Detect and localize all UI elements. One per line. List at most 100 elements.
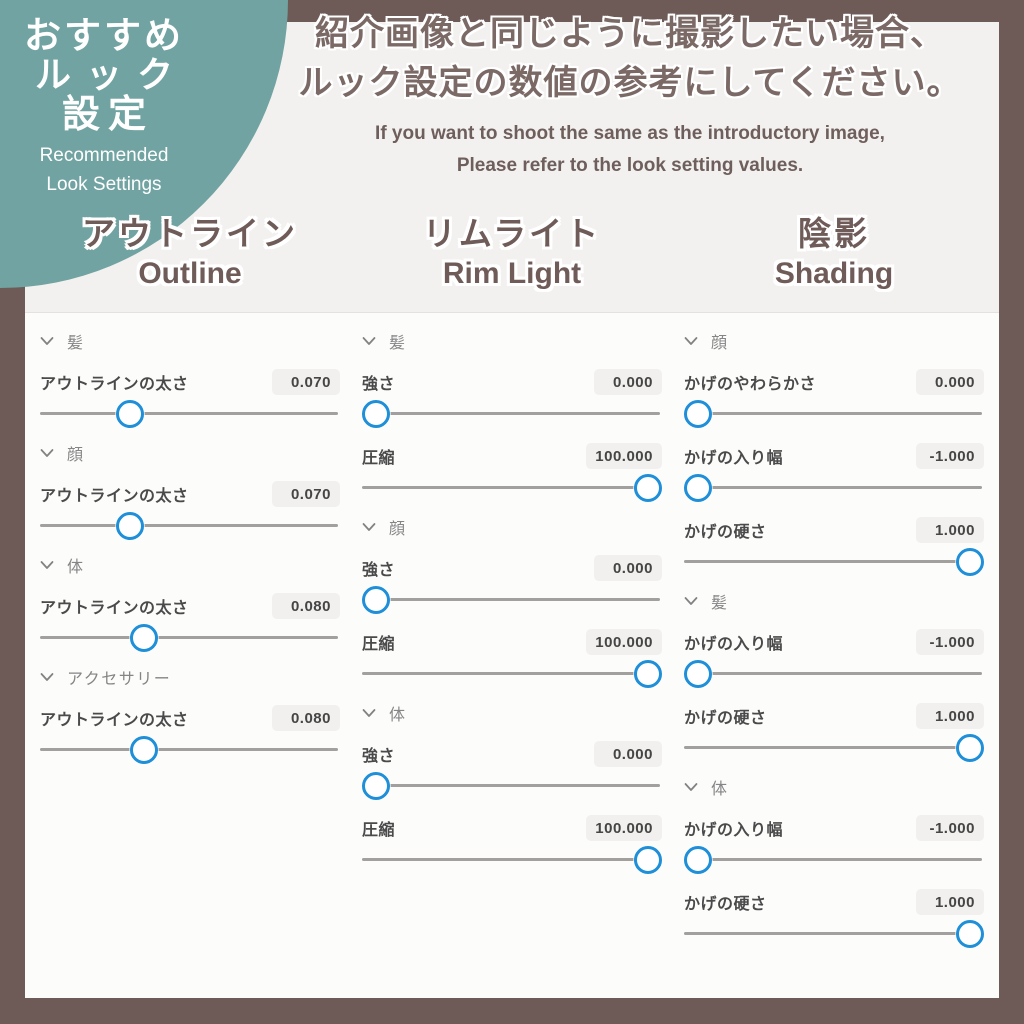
parameter-block: かげの硬さ 1.000 (684, 703, 984, 762)
parameter-value[interactable]: -1.000 (916, 443, 984, 469)
slider[interactable] (40, 511, 340, 540)
section-title: アクセサリー (67, 671, 172, 688)
slider[interactable] (684, 919, 984, 948)
slider[interactable] (362, 771, 662, 800)
parameter-value[interactable]: 1.000 (916, 703, 984, 729)
slider-handle[interactable] (956, 547, 984, 576)
slider[interactable] (362, 585, 662, 614)
slider-track[interactable] (684, 858, 982, 861)
slider-handle[interactable] (362, 771, 390, 800)
section-header[interactable]: 体 (684, 775, 984, 799)
slider-track[interactable] (684, 672, 982, 675)
slider-handle[interactable] (116, 511, 145, 540)
parameter-value[interactable]: 0.000 (594, 555, 662, 581)
slider-handle[interactable] (684, 659, 712, 688)
parameter-value[interactable]: -1.000 (916, 815, 984, 841)
slider-handle[interactable] (362, 585, 390, 614)
slider-track[interactable] (684, 486, 982, 489)
slider-handle[interactable] (684, 473, 712, 502)
slider-handle[interactable] (956, 919, 984, 948)
parameter-block: 圧縮 100.000 (362, 443, 662, 502)
slider[interactable] (684, 547, 984, 576)
section-title: 顔 (67, 447, 85, 464)
slider-track[interactable] (684, 932, 982, 935)
slider-track[interactable] (362, 412, 660, 415)
section-header[interactable]: 髪 (684, 589, 984, 613)
parameter-label: アウトラインの太さ (40, 712, 189, 729)
slider[interactable] (684, 733, 984, 762)
settings-panel: 髪 アウトラインの太さ 0.070 顔 アウトラインの太さ 0.070 (25, 312, 999, 998)
slider[interactable] (362, 845, 662, 874)
settings-section: アクセサリー アウトラインの太さ 0.080 (40, 665, 340, 764)
parameter-value[interactable]: -1.000 (916, 629, 984, 655)
slider-track[interactable] (684, 560, 982, 563)
slider[interactable] (40, 735, 340, 764)
slider[interactable] (40, 399, 340, 428)
parameter-label: アウトラインの太さ (40, 488, 189, 505)
header-en-line-1: If you want to shoot the same as the int… (375, 122, 885, 144)
slider-track[interactable] (40, 412, 338, 415)
parameter-value[interactable]: 0.000 (594, 741, 662, 767)
slider[interactable] (684, 659, 984, 688)
slider[interactable] (362, 399, 662, 428)
parameter-value[interactable]: 0.000 (594, 369, 662, 395)
slider[interactable] (362, 659, 662, 688)
parameter-value[interactable]: 100.000 (586, 629, 662, 655)
badge-title-line-1: おすすめ (24, 15, 184, 56)
section-header[interactable]: 顔 (362, 515, 662, 539)
parameter-value[interactable]: 0.080 (272, 705, 340, 731)
slider-handle[interactable] (634, 659, 662, 688)
section-header[interactable]: アクセサリー (40, 665, 340, 689)
slider-track[interactable] (362, 858, 660, 861)
slider-track[interactable] (40, 748, 338, 751)
section-header[interactable]: 髪 (362, 329, 662, 353)
slider[interactable] (40, 623, 340, 652)
chevron-down-icon (684, 597, 698, 605)
slider-track[interactable] (684, 746, 982, 749)
slider-track[interactable] (40, 524, 338, 527)
slider[interactable] (362, 473, 662, 502)
section-title: 体 (711, 781, 729, 798)
section-header[interactable]: 髪 (40, 329, 340, 353)
parameter-value[interactable]: 1.000 (916, 517, 984, 543)
column-title-en: Outline (138, 256, 242, 290)
section-header[interactable]: 体 (362, 701, 662, 725)
parameter-value[interactable]: 0.080 (272, 593, 340, 619)
slider-track[interactable] (362, 486, 660, 489)
slider[interactable] (684, 473, 984, 502)
chevron-down-icon (40, 561, 54, 569)
slider-handle[interactable] (129, 735, 158, 764)
parameter-value[interactable]: 0.070 (272, 369, 340, 395)
slider-track[interactable] (362, 784, 660, 787)
parameter-block: アウトラインの太さ 0.070 (40, 481, 340, 540)
slider-handle[interactable] (362, 399, 390, 428)
slider-track[interactable] (40, 636, 338, 639)
parameter-value[interactable]: 0.070 (272, 481, 340, 507)
parameter-value[interactable]: 100.000 (586, 815, 662, 841)
slider-handle[interactable] (634, 845, 662, 874)
slider-handle[interactable] (956, 733, 984, 762)
slider-track[interactable] (362, 672, 660, 675)
parameter-value[interactable]: 1.000 (916, 889, 984, 915)
slider-track[interactable] (684, 412, 982, 415)
slider-handle[interactable] (684, 399, 712, 428)
section-header[interactable]: 体 (40, 553, 340, 577)
slider-handle[interactable] (129, 623, 158, 652)
section-header[interactable]: 顔 (40, 441, 340, 465)
parameter-value[interactable]: 0.000 (916, 369, 984, 395)
parameter-label: かげのやわらかさ (684, 376, 817, 393)
slider[interactable] (684, 845, 984, 874)
parameter-value[interactable]: 100.000 (586, 443, 662, 469)
parameter-block: かげの硬さ 1.000 (684, 517, 984, 576)
slider[interactable] (684, 399, 984, 428)
settings-section: 髪 かげの入り幅 -1.000 かげの硬さ 1.000 (684, 589, 984, 762)
section-header[interactable]: 顔 (684, 329, 984, 353)
parameter-label: アウトラインの太さ (40, 376, 189, 393)
slider-handle[interactable] (634, 473, 662, 502)
slider-handle[interactable] (684, 845, 712, 874)
slider-handle[interactable] (116, 399, 145, 428)
parameter-label: かげの入り幅 (684, 822, 784, 839)
parameter-block: 強さ 0.000 (362, 369, 662, 428)
slider-track[interactable] (362, 598, 660, 601)
